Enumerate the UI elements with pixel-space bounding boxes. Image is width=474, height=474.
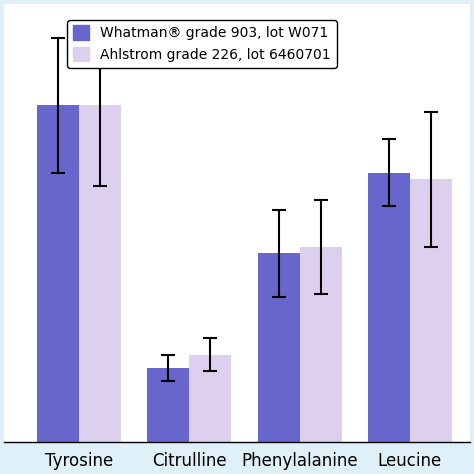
Bar: [190, 355, 231, 442]
Bar: [147, 368, 190, 442]
Bar: [79, 105, 121, 442]
Bar: [410, 179, 452, 442]
Bar: [37, 105, 79, 442]
Bar: [300, 247, 342, 442]
Bar: [257, 254, 300, 442]
Bar: [368, 173, 410, 442]
Legend: Whatman® grade 903, lot W071, Ahlstrom grade 226, lot 6460701: Whatman® grade 903, lot W071, Ahlstrom g…: [67, 20, 337, 67]
